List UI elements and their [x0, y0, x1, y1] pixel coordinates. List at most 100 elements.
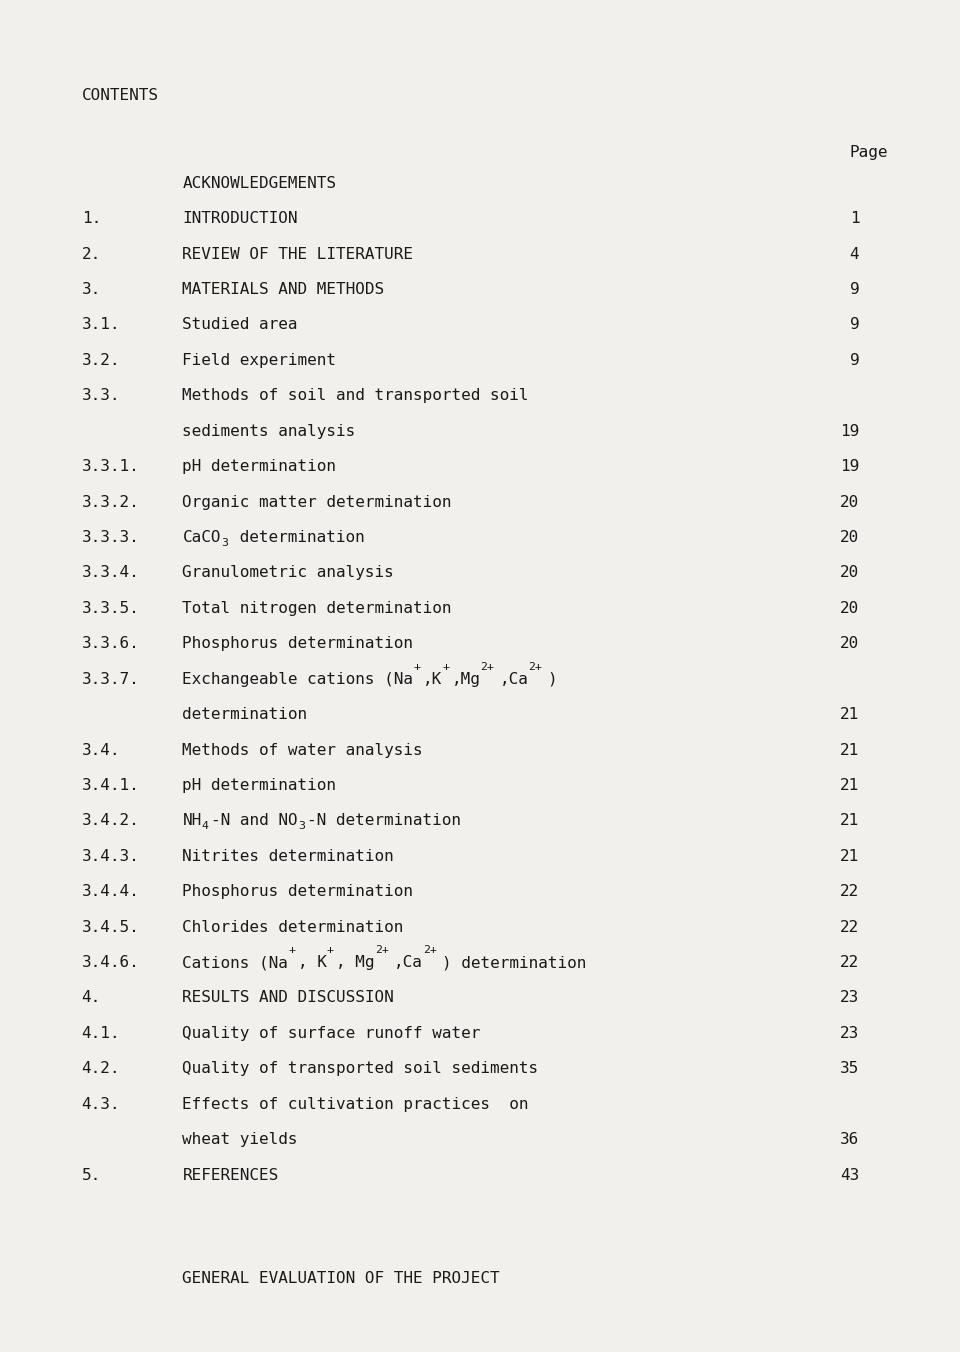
Text: 20: 20 [840, 495, 859, 510]
Text: , Mg: , Mg [336, 955, 374, 969]
Text: 1: 1 [850, 211, 859, 226]
Text: 3.3.4.: 3.3.4. [82, 565, 139, 580]
Text: 4: 4 [202, 822, 208, 831]
Text: +: + [326, 945, 333, 955]
Text: 9: 9 [850, 353, 859, 368]
Text: Page: Page [850, 145, 888, 160]
Text: NH: NH [182, 814, 202, 829]
Text: ): ) [548, 672, 558, 687]
Text: Exchangeable cations (Na: Exchangeable cations (Na [182, 672, 414, 687]
Text: 3.3.7.: 3.3.7. [82, 672, 139, 687]
Text: 3.4.1.: 3.4.1. [82, 777, 139, 792]
Text: 21: 21 [840, 742, 859, 757]
Text: 5.: 5. [82, 1168, 101, 1183]
Text: ,Ca: ,Ca [500, 672, 529, 687]
Text: 20: 20 [840, 637, 859, 652]
Text: 22: 22 [840, 955, 859, 969]
Text: determination: determination [182, 707, 307, 722]
Text: 9: 9 [850, 283, 859, 297]
Text: Quality of surface runoff water: Quality of surface runoff water [182, 1026, 481, 1041]
Text: 3.4.2.: 3.4.2. [82, 814, 139, 829]
Text: REFERENCES: REFERENCES [182, 1168, 278, 1183]
Text: Methods of water analysis: Methods of water analysis [182, 742, 423, 757]
Text: 36: 36 [840, 1132, 859, 1146]
Text: -N and NO: -N and NO [211, 814, 298, 829]
Text: 3.3.6.: 3.3.6. [82, 637, 139, 652]
Text: 3.4.5.: 3.4.5. [82, 919, 139, 934]
Text: Quality of transported soil sediments: Quality of transported soil sediments [182, 1061, 539, 1076]
Text: Granulometric analysis: Granulometric analysis [182, 565, 395, 580]
Text: 19: 19 [840, 423, 859, 438]
Text: CaCO: CaCO [182, 530, 221, 545]
Text: 20: 20 [840, 600, 859, 615]
Text: 3.1.: 3.1. [82, 318, 120, 333]
Text: 19: 19 [840, 460, 859, 475]
Text: 3.3.5.: 3.3.5. [82, 600, 139, 615]
Text: Methods of soil and transported soil: Methods of soil and transported soil [182, 388, 529, 403]
Text: 35: 35 [840, 1061, 859, 1076]
Text: +: + [413, 661, 420, 672]
Text: ,K: ,K [422, 672, 442, 687]
Text: +: + [288, 945, 295, 955]
Text: +: + [442, 661, 449, 672]
Text: determination: determination [230, 530, 365, 545]
Text: ACKNOWLEDGEMENTS: ACKNOWLEDGEMENTS [182, 176, 336, 191]
Text: GENERAL EVALUATION OF THE PROJECT: GENERAL EVALUATION OF THE PROJECT [182, 1271, 500, 1286]
Text: 3.4.4.: 3.4.4. [82, 884, 139, 899]
Text: CONTENTS: CONTENTS [82, 88, 158, 103]
Text: 21: 21 [840, 707, 859, 722]
Text: 4.: 4. [82, 991, 101, 1006]
Text: wheat yields: wheat yields [182, 1132, 298, 1146]
Text: 2+: 2+ [422, 945, 437, 955]
Text: 4.3.: 4.3. [82, 1096, 120, 1111]
Text: 23: 23 [840, 991, 859, 1006]
Text: ) determination: ) determination [442, 955, 587, 969]
Text: Effects of cultivation practices  on: Effects of cultivation practices on [182, 1096, 529, 1111]
Text: 4.1.: 4.1. [82, 1026, 120, 1041]
Text: pH determination: pH determination [182, 777, 336, 792]
Text: 3.3.3.: 3.3.3. [82, 530, 139, 545]
Text: Nitrites determination: Nitrites determination [182, 849, 395, 864]
Text: 3.3.2.: 3.3.2. [82, 495, 139, 510]
Text: 23: 23 [840, 1026, 859, 1041]
Text: ,Mg: ,Mg [451, 672, 481, 687]
Text: Organic matter determination: Organic matter determination [182, 495, 452, 510]
Text: 3: 3 [221, 538, 228, 548]
Text: , K: , K [298, 955, 326, 969]
Text: Total nitrogen determination: Total nitrogen determination [182, 600, 452, 615]
Text: 3.3.1.: 3.3.1. [82, 460, 139, 475]
Text: 3.2.: 3.2. [82, 353, 120, 368]
Text: 21: 21 [840, 777, 859, 792]
Text: -N determination: -N determination [307, 814, 462, 829]
Text: 2+: 2+ [529, 661, 542, 672]
Text: Chlorides determination: Chlorides determination [182, 919, 404, 934]
Text: 2+: 2+ [374, 945, 389, 955]
Text: 20: 20 [840, 565, 859, 580]
Text: Phosphorus determination: Phosphorus determination [182, 637, 414, 652]
Text: pH determination: pH determination [182, 460, 336, 475]
Text: RESULTS AND DISCUSSION: RESULTS AND DISCUSSION [182, 991, 395, 1006]
Text: 3.4.6.: 3.4.6. [82, 955, 139, 969]
Text: 2.: 2. [82, 246, 101, 261]
Text: 3.4.: 3.4. [82, 742, 120, 757]
Text: 4.2.: 4.2. [82, 1061, 120, 1076]
Text: Studied area: Studied area [182, 318, 298, 333]
Text: 2+: 2+ [480, 661, 494, 672]
Text: REVIEW OF THE LITERATURE: REVIEW OF THE LITERATURE [182, 246, 414, 261]
Text: 20: 20 [840, 530, 859, 545]
Text: Field experiment: Field experiment [182, 353, 336, 368]
Text: MATERIALS AND METHODS: MATERIALS AND METHODS [182, 283, 385, 297]
Text: ,Ca: ,Ca [394, 955, 422, 969]
Text: 21: 21 [840, 814, 859, 829]
Text: 9: 9 [850, 318, 859, 333]
Text: 4: 4 [850, 246, 859, 261]
Text: 21: 21 [840, 849, 859, 864]
Text: 22: 22 [840, 919, 859, 934]
Text: sediments analysis: sediments analysis [182, 423, 355, 438]
Text: 3.: 3. [82, 283, 101, 297]
Text: 3: 3 [298, 822, 304, 831]
Text: INTRODUCTION: INTRODUCTION [182, 211, 298, 226]
Text: 22: 22 [840, 884, 859, 899]
Text: Phosphorus determination: Phosphorus determination [182, 884, 414, 899]
Text: Cations (Na: Cations (Na [182, 955, 288, 969]
